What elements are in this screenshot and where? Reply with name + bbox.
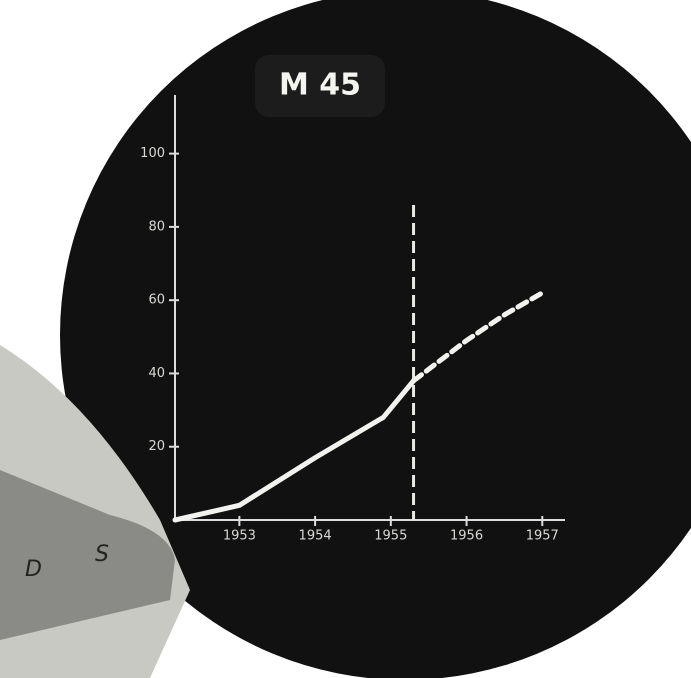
y-tick-label: 60 [148, 293, 165, 308]
y-tick-label: 20 [148, 439, 165, 454]
device-label: S [95, 542, 109, 567]
data-line [172, 378, 417, 523]
x-tick-label: 1953 [223, 529, 256, 544]
y-tick-label: 100 [140, 146, 165, 161]
y-tick-label: 40 [148, 366, 165, 381]
data-line [411, 290, 545, 384]
device-label: D [25, 557, 42, 582]
device-panel [0, 470, 175, 640]
x-tick-label: 1955 [374, 529, 407, 544]
title-plate [255, 55, 385, 117]
y-tick-label: 80 [148, 219, 165, 234]
x-tick-label: 1956 [450, 529, 483, 544]
chart-title: M 45 [279, 68, 361, 103]
x-tick-label: 1954 [299, 529, 332, 544]
x-tick-label: 1957 [526, 529, 559, 544]
